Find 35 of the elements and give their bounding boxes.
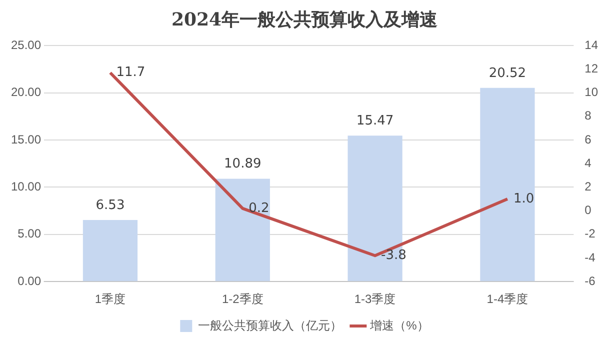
data-label: 6.53 <box>96 198 125 213</box>
bar <box>215 178 270 282</box>
data-label: 1.0 <box>513 191 534 206</box>
x-tick-label: 1-2季度 <box>222 292 264 306</box>
y2-tick-label: 8 <box>584 108 592 123</box>
y2-tick-label: 10 <box>584 85 598 100</box>
y2-tick-label: 12 <box>584 62 598 76</box>
legend-label: 一般公共预算收入（亿元） <box>198 318 342 332</box>
y-tick-label: 20.00 <box>11 85 42 100</box>
x-tick-label: 1-3季度 <box>354 292 396 306</box>
y-tick-label: 0.00 <box>18 274 42 288</box>
y2-tick-label: -6 <box>584 274 596 288</box>
bar <box>480 88 535 282</box>
x-tick-label: 1-4季度 <box>486 292 528 306</box>
legend-label: 增速（%） <box>369 318 429 332</box>
data-label: 20.52 <box>488 66 526 81</box>
data-label: 0.2 <box>248 200 270 216</box>
data-label: 15.47 <box>356 113 394 128</box>
y-tick-label: 15.00 <box>11 132 42 146</box>
y-tick-label: 25.00 <box>11 38 42 52</box>
y-tick-label: 5.00 <box>18 226 42 241</box>
y2-tick-label: -4 <box>584 250 596 264</box>
y2-tick-label: 0 <box>584 203 592 218</box>
y-tick-label: 10.00 <box>11 180 42 194</box>
chart-title: 2024年一般公共预算收入及增速 <box>171 9 438 30</box>
x-tick-label: 1季度 <box>94 292 126 306</box>
y2-tick-label: 14 <box>584 38 598 52</box>
y2-tick-label: 2 <box>584 180 592 194</box>
bar <box>82 220 138 282</box>
y2-tick-label: 6 <box>584 132 592 146</box>
data-label: 11.7 <box>116 65 146 80</box>
data-label: -3.8 <box>381 248 406 264</box>
data-label: 10.89 <box>224 156 262 172</box>
y2-tick-label: -2 <box>584 226 596 241</box>
y2-tick-label: 4 <box>584 156 592 170</box>
